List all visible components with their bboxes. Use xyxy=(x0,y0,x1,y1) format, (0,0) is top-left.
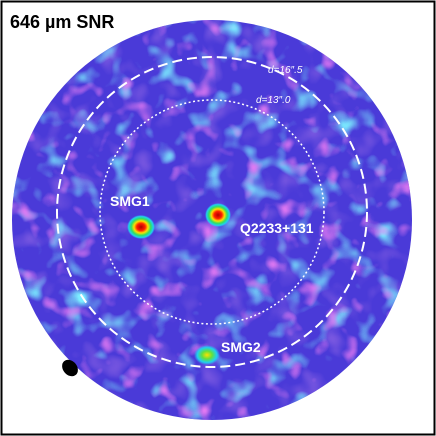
source-label: SMG1 xyxy=(110,193,150,209)
source-smg1 xyxy=(127,215,155,239)
source-qso xyxy=(205,203,231,227)
title: 646 µm SNR xyxy=(10,12,114,32)
source-smg2 xyxy=(194,345,220,365)
source-label: Q2233+131 xyxy=(240,220,314,236)
beam xyxy=(62,359,78,377)
outer-circle xyxy=(56,56,368,368)
source-label: SMG2 xyxy=(221,339,261,355)
inner-circle-label: d=13″.0 xyxy=(256,95,291,106)
outer-circle-label: d=16″.5 xyxy=(268,65,303,76)
inner-circle xyxy=(99,99,325,325)
